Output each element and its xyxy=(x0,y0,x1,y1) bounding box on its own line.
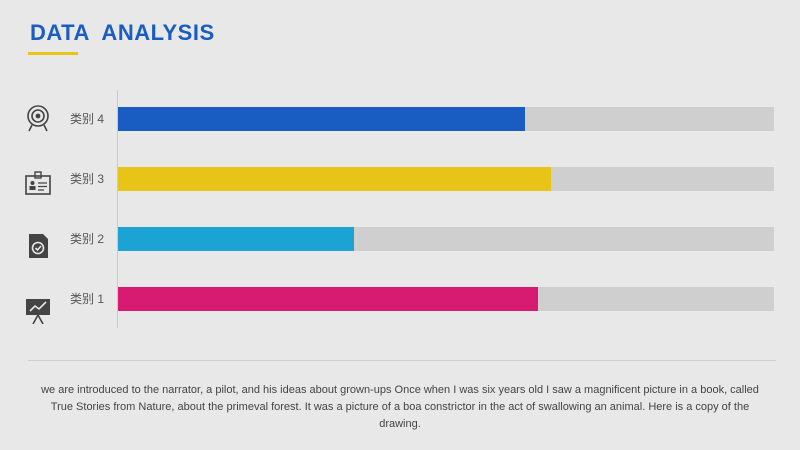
bar xyxy=(118,287,538,311)
title-underline xyxy=(28,52,78,55)
bar-label: 类别 4 xyxy=(70,112,105,126)
bar-label: 类别 2 xyxy=(70,232,105,246)
bar-label: 类别 3 xyxy=(70,172,105,186)
document-check-icon xyxy=(29,234,48,258)
bar xyxy=(118,107,525,131)
target-icon xyxy=(27,105,49,132)
page-title: DATA ANALYSIS xyxy=(30,20,215,45)
bar-label: 类别 1 xyxy=(70,292,105,306)
id-badge-icon xyxy=(25,171,51,195)
chart-axis-line xyxy=(117,90,118,328)
bar-track xyxy=(118,167,774,191)
divider xyxy=(28,360,776,361)
presentation-chart-icon xyxy=(26,299,50,324)
bar xyxy=(118,227,354,251)
bar-track xyxy=(118,287,774,311)
bar xyxy=(118,167,551,191)
bar-track xyxy=(118,227,774,251)
description-text: we are introduced to the narrator, a pil… xyxy=(41,384,759,430)
bar-track xyxy=(118,107,774,131)
